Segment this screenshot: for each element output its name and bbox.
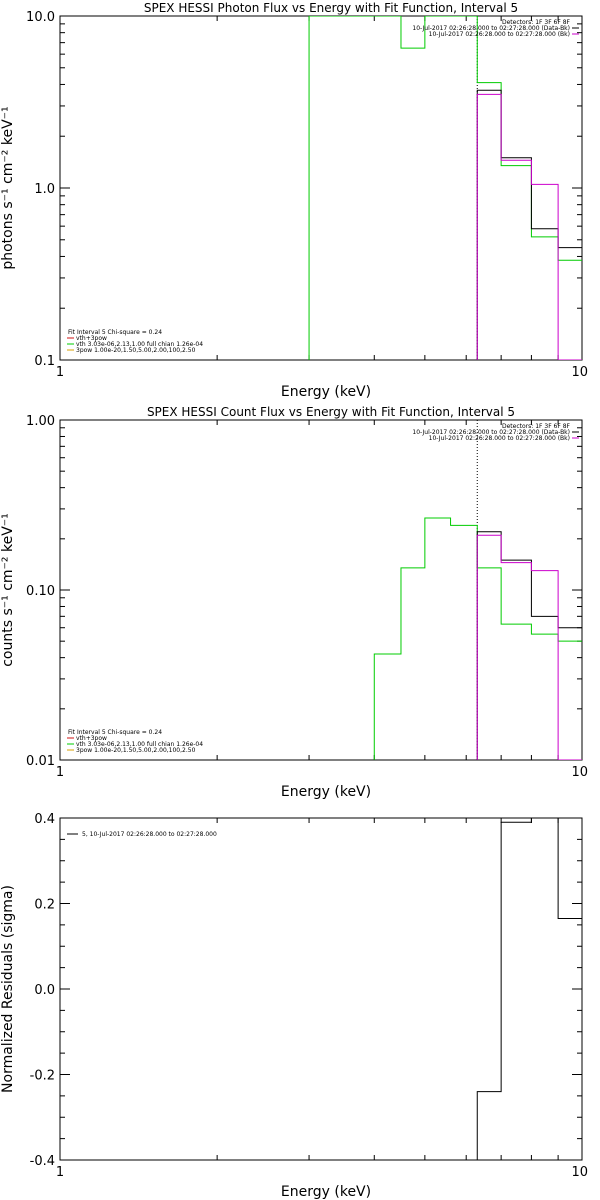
- y-tick-label: 0.1: [34, 354, 55, 369]
- series-step-line: [476, 93, 582, 360]
- legend-entry: vth+3pow: [76, 335, 107, 342]
- plot-frame: [59, 15, 583, 361]
- legend-entry: 10-Jul-2017 02:26:28.000 to 02:27:28.000…: [429, 435, 570, 442]
- panel-1: 1 10 0.1 1.0 10.0 SPEX HESSI Photon Flux vs E…: [0, 1, 588, 400]
- legend-entry: Detectors: 1F 3F 6F 8F: [502, 423, 571, 430]
- legend-entry: 10-Jul-2017 02:26:28.000 to 02:27:28.000…: [429, 31, 570, 38]
- legend-entry: Fit Interval 5 Chi-square = 0.24: [68, 729, 162, 736]
- series-step-line: [476, 818, 582, 1160]
- x-axis-label: Energy (keV): [281, 1184, 371, 1200]
- plot-frame: [59, 419, 583, 761]
- panel-3: 1 10 -0.4 -0.2 0.0 0.2 0.4 Energy (keV) Normaliz…: [0, 812, 588, 1200]
- y-tick-label: 0.2: [34, 898, 55, 913]
- x-tick-label: 1: [56, 365, 64, 380]
- x-tick-label: 10: [571, 1165, 588, 1180]
- series-step-line: [476, 534, 582, 760]
- x-tick-label: 10: [571, 765, 588, 780]
- legend-entry: vth+3pow: [76, 735, 107, 742]
- y-tick-label: 0.10: [26, 584, 55, 599]
- plot-frame: [59, 817, 583, 1161]
- x-axis-label: Energy (keV): [281, 784, 371, 800]
- panel-2: 1 10 0.01 0.10 1.00 SPEX HESSI Count Flux vs …: [0, 405, 588, 800]
- x-tick-label: 10: [571, 365, 588, 380]
- series-step-line: [476, 89, 582, 360]
- series-step-line: [308, 16, 582, 360]
- chart-title: SPEX HESSI Count Flux vs Energy with Fit…: [147, 405, 515, 419]
- y-tick-label: 10.0: [26, 10, 55, 25]
- y-tick-label: -0.4: [30, 1154, 55, 1169]
- x-tick-label: 1: [56, 1165, 64, 1180]
- y-tick-label: 1.00: [26, 414, 55, 429]
- legend-entry: 10-Jul-2017 02:26:28.000 to 02:27:28.000…: [412, 429, 570, 436]
- chart-title: SPEX HESSI Photon Flux vs Energy with Fi…: [144, 1, 518, 15]
- x-axis-label: Energy (keV): [281, 384, 371, 400]
- x-tick-label: 1: [56, 765, 64, 780]
- series-step-line: [476, 531, 582, 760]
- series-step-line: [373, 517, 582, 760]
- legend-entry: vth 3.03e-06,2.13,1.00 full chian 1.26e-…: [76, 341, 203, 348]
- legend-entry: Fit Interval 5 Chi-square = 0.24: [68, 329, 162, 336]
- y-axis-label: Normalized Residuals (sigma): [0, 885, 16, 1093]
- legend-entry: 3pow 1.00e-20,1.50,5.00,2.00,100,2.50: [76, 747, 196, 754]
- y-tick-label: -0.2: [30, 1069, 55, 1084]
- legend-entry: Detectors: 1F 3F 6F 8F: [502, 19, 571, 26]
- y-tick-label: 0.0: [34, 983, 55, 998]
- y-axis-label: photons s⁻¹ cm⁻² keV⁻¹: [0, 106, 16, 269]
- legend-entry: 3pow 1.00e-20,1.50,5.00,2.00,100,2.50: [76, 347, 196, 354]
- legend-entry: vth 3.03e-06,2.13,1.00 full chian 1.26e-…: [76, 741, 203, 748]
- y-tick-label: 1.0: [34, 182, 55, 197]
- y-tick-label: 0.01: [26, 754, 55, 769]
- y-axis-label: counts s⁻¹ cm⁻² keV⁻¹: [0, 513, 16, 667]
- y-tick-label: 0.4: [34, 812, 55, 827]
- legend-entry: 5, 10-Jul-2017 02:26:28.000 to 02:27:28.…: [82, 831, 217, 838]
- legend-entry: 10-Jul-2017 02:26:28.000 to 02:27:28.000…: [412, 25, 570, 32]
